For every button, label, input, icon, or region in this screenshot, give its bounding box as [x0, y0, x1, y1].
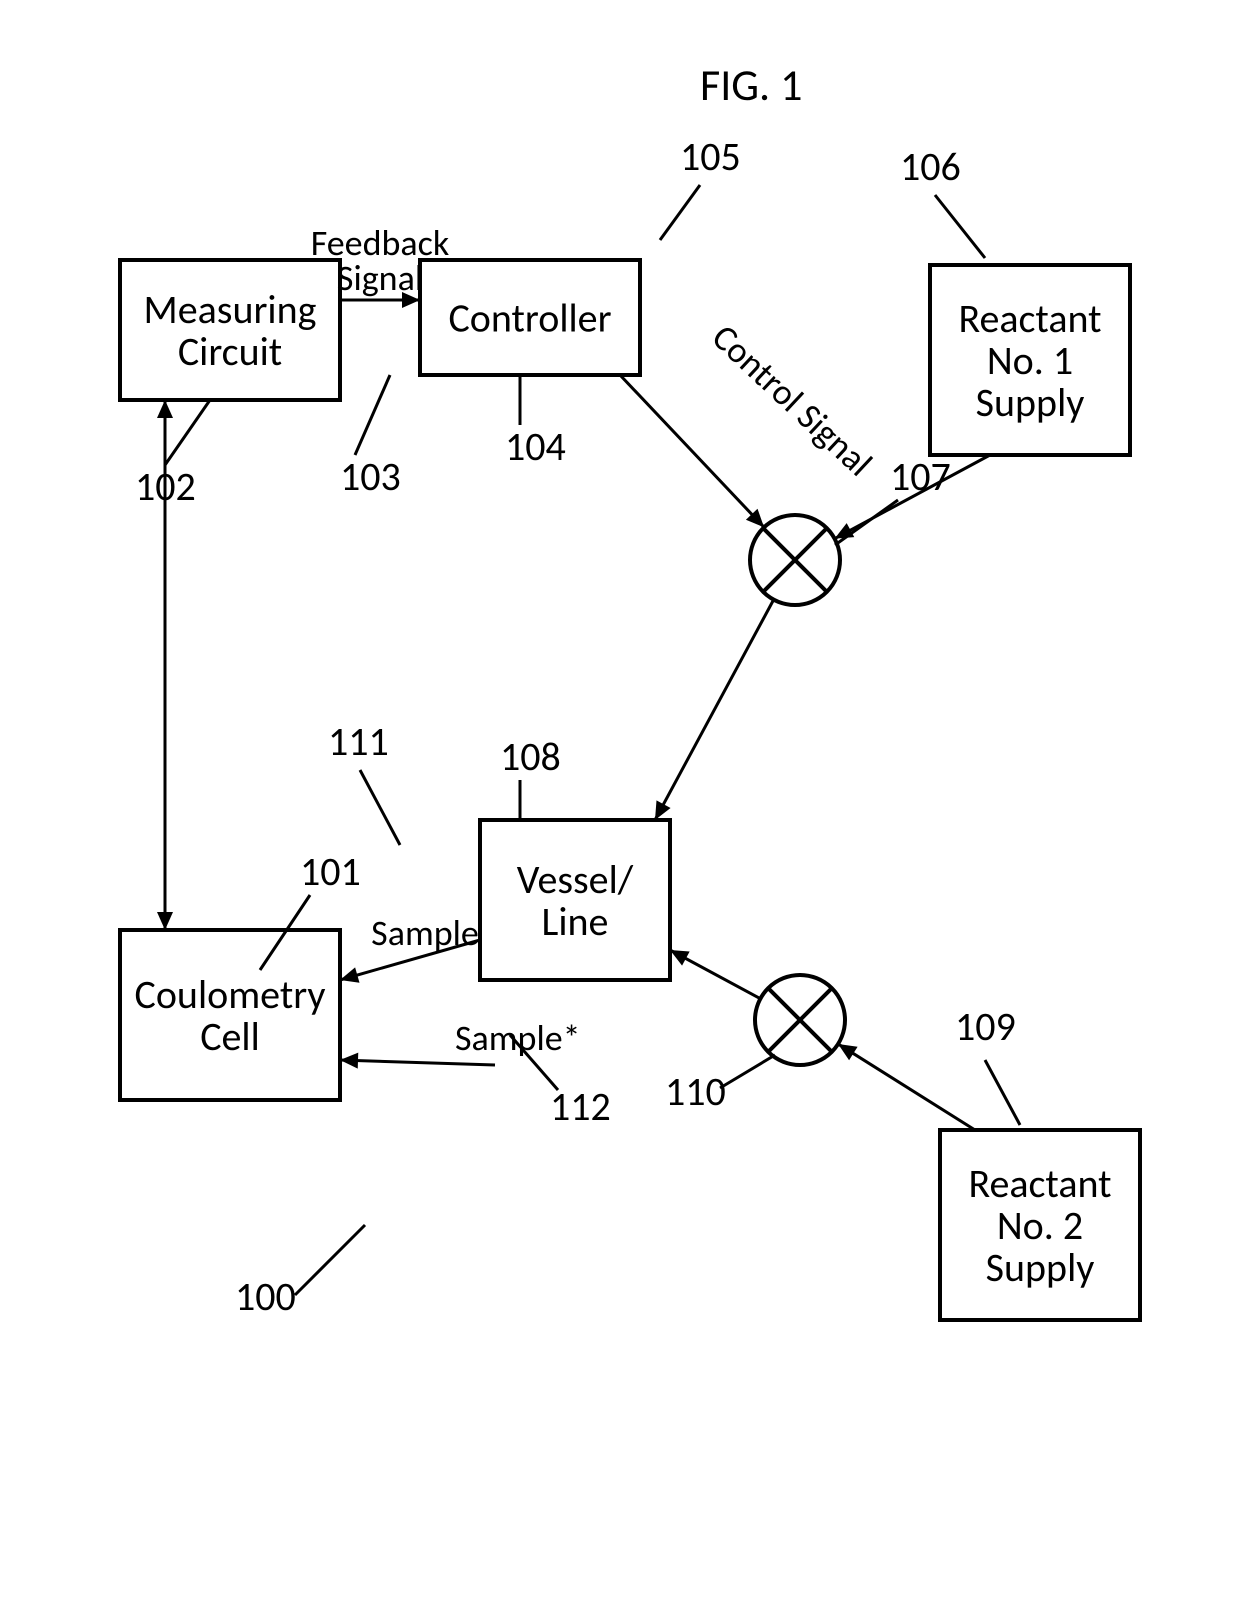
- ref-106-leader: [935, 195, 985, 258]
- feedback-label-2: Signal: [337, 256, 423, 300]
- ref-103-leader: [355, 375, 390, 455]
- ref-107: 107: [890, 452, 951, 501]
- ref-112: 112: [550, 1082, 611, 1131]
- sample-label: Sample: [371, 911, 479, 955]
- ref-105-leader: [660, 185, 700, 240]
- ref-102: 102: [135, 462, 196, 511]
- mixer107-to-vessel: [655, 600, 774, 820]
- ref-105: 105: [680, 132, 741, 181]
- control-signal-arrow: [620, 375, 764, 527]
- ref-100-leader: [295, 1225, 365, 1295]
- control-signal-label: Control Signal: [703, 315, 881, 485]
- ref-101: 101: [300, 847, 361, 896]
- ref-103: 103: [340, 452, 401, 501]
- ref-104: 104: [505, 422, 566, 471]
- controller-box-label: Controller: [448, 294, 611, 343]
- reactant2-to-mixer: [838, 1044, 975, 1130]
- ref-109-leader: [985, 1060, 1020, 1125]
- sample-star-label: Sample*: [455, 1016, 581, 1060]
- ref-110-leader: [720, 1055, 775, 1088]
- ref-102-leader: [165, 400, 210, 465]
- ref-106: 106: [900, 142, 961, 191]
- ref-111-leader: [360, 770, 400, 845]
- ref-107-leader: [835, 500, 898, 545]
- ref-111: 111: [328, 717, 389, 766]
- mixer-107: [750, 515, 840, 605]
- ref-100: 100: [235, 1272, 296, 1321]
- mixer110-to-vessel: [670, 950, 760, 999]
- ref-108: 108: [500, 732, 561, 781]
- ref-110: 110: [665, 1067, 726, 1116]
- mixer-110: [755, 975, 845, 1065]
- figure-title: FIG. 1: [700, 58, 802, 112]
- ref-109: 109: [955, 1002, 1016, 1051]
